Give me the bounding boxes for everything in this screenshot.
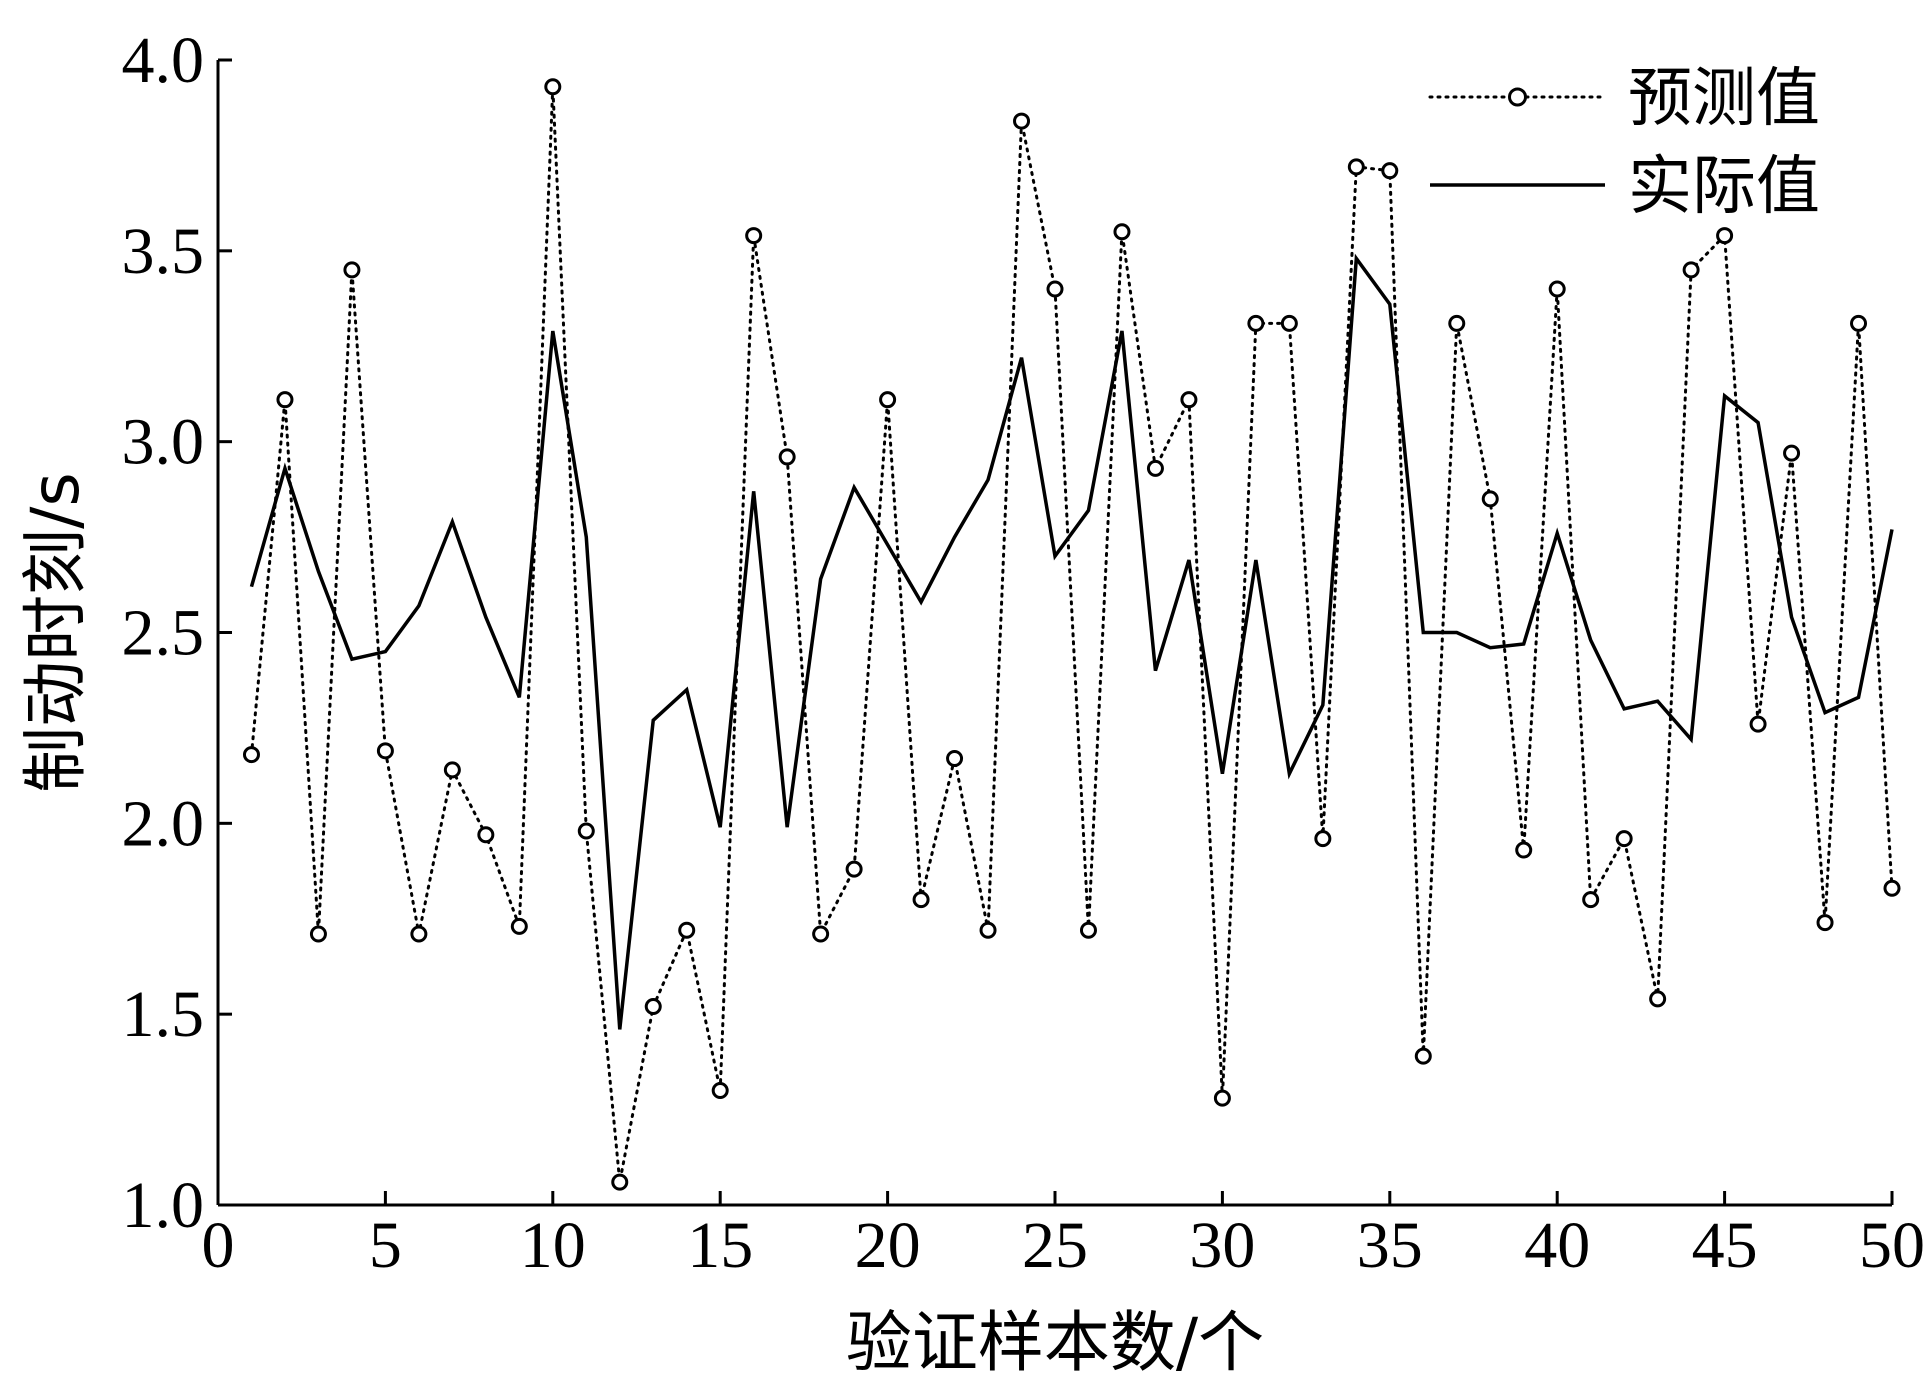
data-point (1481, 490, 1499, 508)
data-point (1180, 391, 1198, 409)
data-point (1347, 158, 1365, 176)
data-point (1615, 830, 1633, 848)
x-tick-label: 35 (1357, 1209, 1423, 1282)
data-point (1113, 223, 1131, 241)
data-point (577, 822, 595, 840)
data-point (1515, 841, 1533, 859)
y-axis: 1.0 1.5 2.0 2.5 3.0 3.5 4.0 (122, 24, 232, 1242)
x-tick-label: 5 (369, 1209, 402, 1282)
data-point (1046, 280, 1064, 298)
data-point (644, 998, 662, 1016)
y-tick-label: 3.0 (122, 406, 205, 479)
x-tick-label: 25 (1022, 1209, 1088, 1282)
series-line-predicted (249, 86, 1894, 1183)
data-point (1749, 715, 1767, 733)
data-point (376, 742, 394, 760)
data-point (1582, 891, 1600, 909)
data-point (343, 261, 361, 279)
data-point (1716, 227, 1734, 245)
x-tick-label: 20 (855, 1209, 921, 1282)
data-point (879, 391, 897, 409)
x-axis: 0 5 10 15 20 25 30 35 40 45 50 (202, 1191, 1925, 1282)
y-tick-label: 4.0 (122, 24, 205, 97)
series-0 (242, 78, 1901, 1191)
data-point (778, 448, 796, 466)
legend-marker (1508, 87, 1527, 107)
x-axis-title: 验证样本数/个 (846, 1304, 1264, 1381)
data-point (678, 921, 696, 939)
series-layer (242, 78, 1901, 1191)
data-point (1280, 314, 1298, 332)
x-tick-label: 30 (1189, 1209, 1255, 1282)
data-point (1414, 1047, 1432, 1065)
data-point (745, 227, 763, 245)
data-point (1783, 444, 1801, 462)
data-point (611, 1173, 629, 1191)
x-tick-label: 15 (687, 1209, 753, 1282)
data-point (1883, 879, 1901, 897)
y-tick-label: 1.5 (122, 978, 205, 1051)
data-point (1213, 1089, 1231, 1107)
data-point (1079, 921, 1097, 939)
data-point (510, 917, 528, 935)
data-point (711, 1082, 729, 1099)
data-point (1816, 914, 1834, 932)
data-point (1850, 314, 1868, 332)
y-axis-title: 制动时刻/s (17, 472, 94, 793)
y-tick-label: 3.5 (122, 215, 205, 288)
x-tick-label: 40 (1524, 1209, 1590, 1282)
data-point (845, 860, 863, 878)
x-tick-label: 45 (1692, 1209, 1758, 1282)
data-point (477, 826, 495, 844)
data-point (1247, 314, 1265, 332)
data-point (309, 925, 327, 943)
data-point (1448, 314, 1466, 332)
data-point (1548, 280, 1566, 298)
x-tick-label: 50 (1859, 1209, 1925, 1282)
y-tick-label: 1.0 (122, 1169, 205, 1242)
plot-frame (216, 60, 1892, 1207)
data-point (1314, 830, 1332, 848)
legend-label: 实际值 (1628, 150, 1820, 224)
data-point (912, 891, 930, 909)
data-point (443, 761, 461, 779)
data-point (1013, 112, 1031, 130)
x-tick-label: 0 (202, 1209, 235, 1282)
data-point (544, 78, 562, 96)
data-point (276, 391, 294, 409)
data-point (1649, 990, 1667, 1008)
series-line-actual (249, 253, 1894, 1030)
data-point (979, 921, 997, 939)
data-point (242, 746, 260, 764)
series-1 (249, 253, 1894, 1030)
data-point (1146, 459, 1164, 477)
data-point (946, 749, 964, 767)
data-point (1682, 261, 1700, 279)
y-tick-label: 2.0 (122, 787, 205, 860)
data-point (410, 925, 428, 943)
legend-label: 预测值 (1628, 62, 1820, 136)
data-point (812, 925, 830, 943)
x-tick-label: 10 (520, 1209, 586, 1282)
data-point (1381, 162, 1399, 180)
y-tick-label: 2.5 (122, 597, 205, 670)
